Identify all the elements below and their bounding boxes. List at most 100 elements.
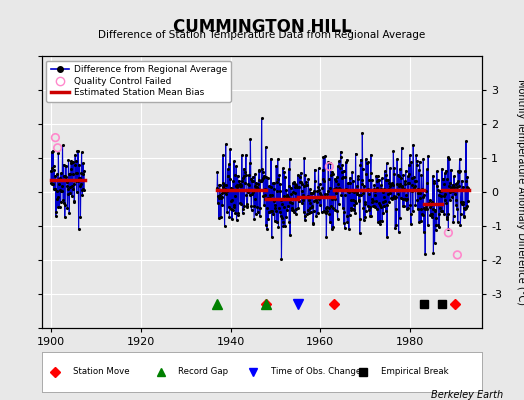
- Point: [71, 162, 79, 168]
- Point: [214, 194, 223, 201]
- Point: [353, 183, 361, 190]
- Point: [313, 188, 322, 194]
- Point: [271, 202, 279, 208]
- Point: [401, 168, 410, 174]
- Point: [410, 178, 419, 184]
- Point: [443, 216, 451, 223]
- Point: [462, 205, 470, 211]
- Point: [50, 167, 59, 173]
- Point: [330, 194, 338, 200]
- Point: [405, 171, 413, 177]
- Point: [366, 213, 374, 219]
- Point: [371, 192, 379, 198]
- Point: [373, 178, 381, 184]
- Point: [282, 187, 290, 193]
- Point: [277, 213, 285, 219]
- Point: [281, 222, 289, 229]
- Point: [216, 192, 225, 198]
- Point: [354, 197, 363, 204]
- Point: [394, 181, 402, 187]
- Point: [230, 204, 238, 211]
- Point: [408, 182, 417, 188]
- Point: [389, 182, 397, 188]
- Point: [450, 173, 458, 180]
- Point: [431, 208, 440, 214]
- Point: [299, 192, 308, 198]
- Point: [53, 144, 62, 151]
- Point: [358, 166, 367, 172]
- Point: [292, 206, 300, 212]
- Point: [334, 163, 342, 170]
- Point: [424, 152, 432, 159]
- Point: [256, 178, 265, 184]
- Point: [461, 167, 470, 174]
- Point: [460, 214, 468, 220]
- Point: [356, 216, 364, 222]
- Point: [77, 214, 85, 220]
- Point: [266, 195, 275, 201]
- Point: [255, 167, 263, 173]
- Point: [365, 191, 374, 197]
- Point: [446, 197, 454, 204]
- Point: [373, 205, 381, 212]
- Point: [384, 180, 392, 186]
- Point: [358, 181, 366, 188]
- Point: [315, 196, 323, 202]
- Point: [352, 200, 361, 206]
- Text: Empirical Break: Empirical Break: [381, 368, 449, 376]
- Point: [232, 217, 241, 224]
- Point: [331, 207, 340, 214]
- Point: [458, 201, 466, 207]
- Point: [443, 176, 452, 182]
- Point: [340, 220, 348, 226]
- Point: [417, 172, 425, 178]
- Point: [373, 185, 381, 192]
- Point: [401, 178, 409, 184]
- Point: [306, 204, 314, 211]
- Point: [240, 166, 248, 172]
- Point: [237, 182, 245, 188]
- Point: [236, 200, 245, 206]
- Point: [275, 172, 283, 178]
- Point: [292, 182, 301, 188]
- Point: [286, 198, 294, 205]
- Point: [458, 184, 467, 190]
- Point: [455, 182, 463, 189]
- Point: [379, 186, 388, 193]
- Point: [304, 206, 312, 213]
- Point: [314, 165, 323, 172]
- Point: [68, 183, 77, 189]
- Point: [352, 150, 360, 157]
- Point: [392, 222, 400, 228]
- Point: [380, 203, 388, 210]
- Point: [332, 190, 340, 196]
- Point: [367, 151, 375, 158]
- Point: [307, 189, 315, 196]
- Point: [304, 176, 313, 182]
- Point: [244, 182, 253, 188]
- Point: [69, 186, 78, 192]
- Point: [397, 175, 406, 182]
- Point: [63, 190, 72, 197]
- Point: [428, 211, 436, 217]
- Point: [414, 167, 423, 173]
- Point: [275, 205, 283, 211]
- Point: [261, 144, 270, 150]
- Point: [71, 152, 80, 158]
- Point: [453, 180, 462, 186]
- Point: [439, 176, 447, 182]
- Point: [66, 171, 74, 177]
- Point: [432, 222, 441, 228]
- Point: [447, 185, 455, 191]
- Point: [239, 172, 248, 179]
- Point: [242, 152, 250, 158]
- Point: [223, 209, 232, 215]
- Point: [410, 174, 419, 180]
- Point: [244, 188, 252, 195]
- Point: [423, 221, 432, 228]
- Point: [335, 185, 344, 191]
- Point: [342, 186, 351, 192]
- Point: [388, 180, 397, 186]
- Point: [79, 160, 88, 166]
- Point: [257, 178, 265, 184]
